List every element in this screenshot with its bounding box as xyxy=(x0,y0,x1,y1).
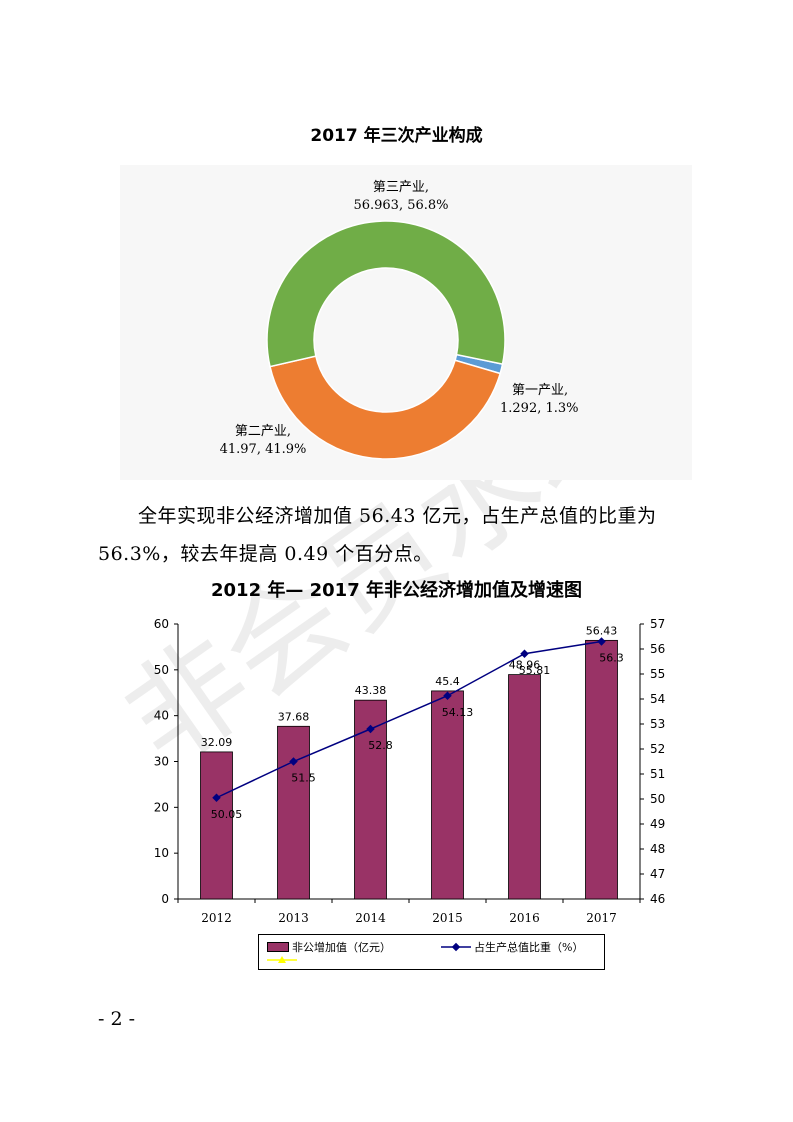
bar-value-label: 45.4 xyxy=(435,675,460,688)
right-tick-label: 51 xyxy=(650,767,665,781)
x-tick-label: 2013 xyxy=(278,911,309,925)
paragraph-line-1: 全年实现非公经济增加值 56.43 亿元，占生产总值的比重为 xyxy=(138,505,657,527)
line-value-label: 54.13 xyxy=(442,706,474,719)
left-tick-label: 20 xyxy=(154,800,169,814)
right-tick-label: 48 xyxy=(650,842,665,856)
slice-value-label-tertiary: 56.963, 56.8% xyxy=(353,198,448,213)
right-tick-label: 47 xyxy=(650,867,665,881)
x-tick-label: 2016 xyxy=(509,911,540,925)
bar-2015 xyxy=(431,690,464,900)
right-tick-label: 56 xyxy=(650,642,665,656)
slice-value-label-secondary: 41.97, 41.9% xyxy=(220,442,307,457)
line-point-2013 xyxy=(289,757,298,766)
summary-paragraph: 全年实现非公经济增加值 56.43 亿元，占生产总值的比重为 56.3%，较去年… xyxy=(98,497,698,573)
right-tick-label: 55 xyxy=(650,667,665,681)
bar-value-label: 32.09 xyxy=(201,736,233,749)
bar-2012 xyxy=(200,751,233,900)
donut-slice-tertiary xyxy=(266,220,506,368)
right-tick-label: 52 xyxy=(650,742,665,756)
left-tick-label: 0 xyxy=(161,892,169,906)
line-value-label: 50.05 xyxy=(211,808,243,821)
slice-value-label-primary: 1.292, 1.3% xyxy=(500,401,579,416)
right-tick-label: 50 xyxy=(650,792,665,806)
line-value-label: 56.3 xyxy=(599,652,624,665)
paragraph-line-2: 56.3%，较去年提高 0.49 个百分点。 xyxy=(98,543,433,565)
x-tick-label: 2017 xyxy=(586,911,617,925)
line-point-2016 xyxy=(520,649,529,658)
diamond-line-icon xyxy=(441,942,471,952)
right-tick-label: 49 xyxy=(650,817,665,831)
bar-value-label: 43.38 xyxy=(355,684,387,697)
bar-chart-title: 2012 年— 2017 年非公经济增加值及增速图 xyxy=(211,580,582,601)
legend-label-line: 占生产总值比重（%） xyxy=(474,941,584,954)
left-tick-label: 50 xyxy=(154,663,169,677)
slice-name-label-secondary: 第二产业, xyxy=(235,424,291,439)
legend-item-extra xyxy=(267,955,297,965)
line-value-label: 52.8 xyxy=(368,739,393,752)
left-tick-label: 30 xyxy=(154,755,169,769)
share-line xyxy=(216,640,602,799)
right-tick-label: 53 xyxy=(650,717,665,731)
slice-name-label-tertiary: 第三产业, xyxy=(373,180,429,195)
bar-2016 xyxy=(508,674,541,900)
right-tick-label: 54 xyxy=(650,692,665,706)
left-tick-label: 60 xyxy=(154,617,169,631)
page-number: - 2 - xyxy=(98,1008,136,1030)
right-tick-label: 46 xyxy=(650,892,665,906)
bar-2013 xyxy=(277,725,310,900)
line-point-2015 xyxy=(443,691,452,700)
right-tick-label: 57 xyxy=(650,617,665,631)
line-value-label: 51.5 xyxy=(291,772,316,785)
pie-chart-title: 2017 年三次产业构成 xyxy=(310,126,483,146)
left-tick-label: 10 xyxy=(154,846,169,860)
bar-value-label: 48.96 xyxy=(509,659,541,672)
legend-item-line: 占生产总值比重（%） xyxy=(441,939,583,955)
chart-legend: 非公增加值（亿元） 占生产总值比重（%） xyxy=(258,934,605,970)
bar-value-label: 37.68 xyxy=(278,710,310,723)
industry-donut-chart: 第一产业, 1.292, 1.3% 第二产业, 41.97, 41.9% 第三产业, 56… xyxy=(120,165,692,480)
bar-swatch-icon xyxy=(267,942,289,952)
bar-value-label: 56.43 xyxy=(586,624,618,637)
nonpublic-economy-combo-chart: 32.09 37.68 43.38 45.4 48.96 56.43 50.05 51.5 5… xyxy=(154,617,666,925)
x-tick-label: 2012 xyxy=(201,911,232,925)
legend-item-bar: 非公增加值（亿元） xyxy=(267,939,391,955)
slice-name-label-primary: 第一产业, xyxy=(512,383,568,398)
x-tick-label: 2014 xyxy=(355,911,386,925)
x-tick-label: 2015 xyxy=(432,911,463,925)
donut-slice-secondary xyxy=(269,355,502,460)
triangle-line-icon xyxy=(267,956,297,963)
legend-label-bar: 非公增加值（亿元） xyxy=(292,941,391,954)
line-value-label: 55.81 xyxy=(519,664,551,677)
left-tick-label: 40 xyxy=(154,709,169,723)
line-point-2014 xyxy=(366,724,375,734)
bar-2017 xyxy=(585,639,618,900)
